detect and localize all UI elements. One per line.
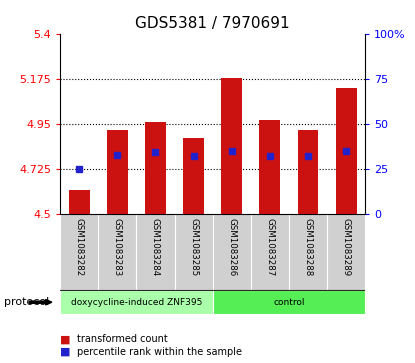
Text: GSM1083288: GSM1083288 <box>303 218 312 276</box>
Text: protocol: protocol <box>4 297 49 307</box>
Bar <box>336 89 356 214</box>
Text: percentile rank within the sample: percentile rank within the sample <box>77 347 242 357</box>
Text: doxycycline-induced ZNF395: doxycycline-induced ZNF395 <box>71 298 202 307</box>
Text: GSM1083289: GSM1083289 <box>342 218 351 276</box>
Text: GSM1083285: GSM1083285 <box>189 218 198 276</box>
Text: GSM1083284: GSM1083284 <box>151 218 160 276</box>
Text: GSM1083286: GSM1083286 <box>227 218 236 276</box>
Bar <box>259 121 281 214</box>
Bar <box>145 122 166 214</box>
Text: control: control <box>273 298 305 307</box>
Bar <box>221 78 242 214</box>
Bar <box>298 130 318 214</box>
Text: GSM1083282: GSM1083282 <box>75 218 84 276</box>
Text: GSM1083287: GSM1083287 <box>265 218 274 276</box>
Bar <box>212 290 365 314</box>
Bar <box>69 190 90 214</box>
Title: GDS5381 / 7970691: GDS5381 / 7970691 <box>135 16 290 30</box>
Text: ■: ■ <box>60 334 71 344</box>
Bar <box>183 138 204 214</box>
Bar <box>107 130 128 214</box>
Text: ■: ■ <box>60 347 71 357</box>
Text: GSM1083283: GSM1083283 <box>113 218 122 276</box>
Bar <box>60 290 212 314</box>
Text: transformed count: transformed count <box>77 334 168 344</box>
